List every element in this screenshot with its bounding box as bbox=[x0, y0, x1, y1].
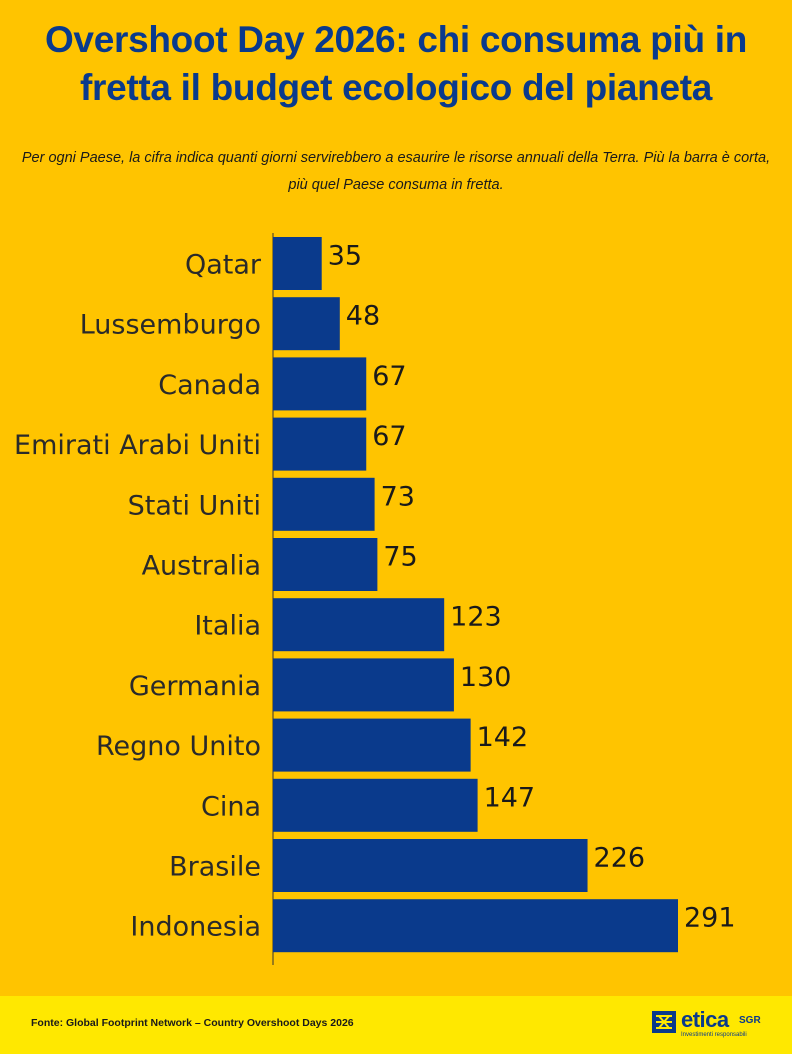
category-label: Germania bbox=[129, 671, 261, 702]
bar bbox=[273, 357, 367, 411]
data-label: 75 bbox=[383, 542, 417, 573]
data-label: 123 bbox=[450, 602, 502, 633]
data-label: 67 bbox=[372, 421, 406, 452]
category-label: Regno Unito bbox=[96, 731, 261, 762]
category-label: Australia bbox=[142, 551, 261, 582]
chart-subtitle: Per ogni Paese, la cifra indica quanti g… bbox=[21, 150, 771, 193]
etica-sgr-logo: etica SGR Investimenti responsabili bbox=[652, 1007, 772, 1041]
bar bbox=[273, 658, 454, 712]
bar bbox=[273, 598, 445, 652]
data-label: 35 bbox=[328, 241, 362, 272]
logo-sgr: SGR bbox=[739, 1015, 761, 1026]
bar bbox=[273, 899, 678, 953]
category-label: Cina bbox=[201, 791, 261, 822]
data-label: 130 bbox=[460, 662, 512, 693]
data-label: 147 bbox=[484, 782, 536, 813]
bar bbox=[273, 839, 588, 892]
data-label: 226 bbox=[594, 843, 646, 874]
logo-wordmark: etica bbox=[681, 1007, 729, 1032]
bar bbox=[273, 237, 322, 290]
logo-tagline: Investimenti responsabili bbox=[681, 1032, 747, 1038]
bar bbox=[273, 297, 340, 351]
bar bbox=[273, 718, 471, 772]
data-label: 142 bbox=[477, 722, 529, 753]
category-label: Stati Uniti bbox=[128, 490, 261, 521]
category-label: Lussemburgo bbox=[80, 310, 261, 341]
bar-chart: Qatar 35 Lussemburgo 48 Canada 67 Emirati Arab… bbox=[14, 233, 736, 965]
category-label: Qatar bbox=[185, 250, 262, 281]
data-label: 291 bbox=[684, 903, 736, 934]
bar bbox=[273, 538, 378, 591]
data-label: 48 bbox=[346, 301, 380, 332]
logo-mark-icon bbox=[652, 1011, 676, 1033]
data-label: 67 bbox=[372, 361, 406, 392]
chart-title: Overshoot Day 2026: chi consuma più in f… bbox=[44, 19, 748, 108]
bar bbox=[273, 417, 367, 471]
source-note: Fonte: Global Footprint Network – Countr… bbox=[31, 1017, 354, 1029]
footer-band: Fonte: Global Footprint Network – Countr… bbox=[0, 996, 792, 1054]
data-label: 73 bbox=[381, 481, 415, 512]
category-label: Emirati Arabi Uniti bbox=[14, 430, 261, 461]
category-label: Italia bbox=[194, 611, 261, 642]
bar bbox=[273, 477, 375, 531]
bar bbox=[273, 778, 478, 832]
category-label: Indonesia bbox=[130, 912, 261, 943]
category-label: Brasile bbox=[169, 852, 261, 883]
category-label: Canada bbox=[158, 370, 261, 401]
